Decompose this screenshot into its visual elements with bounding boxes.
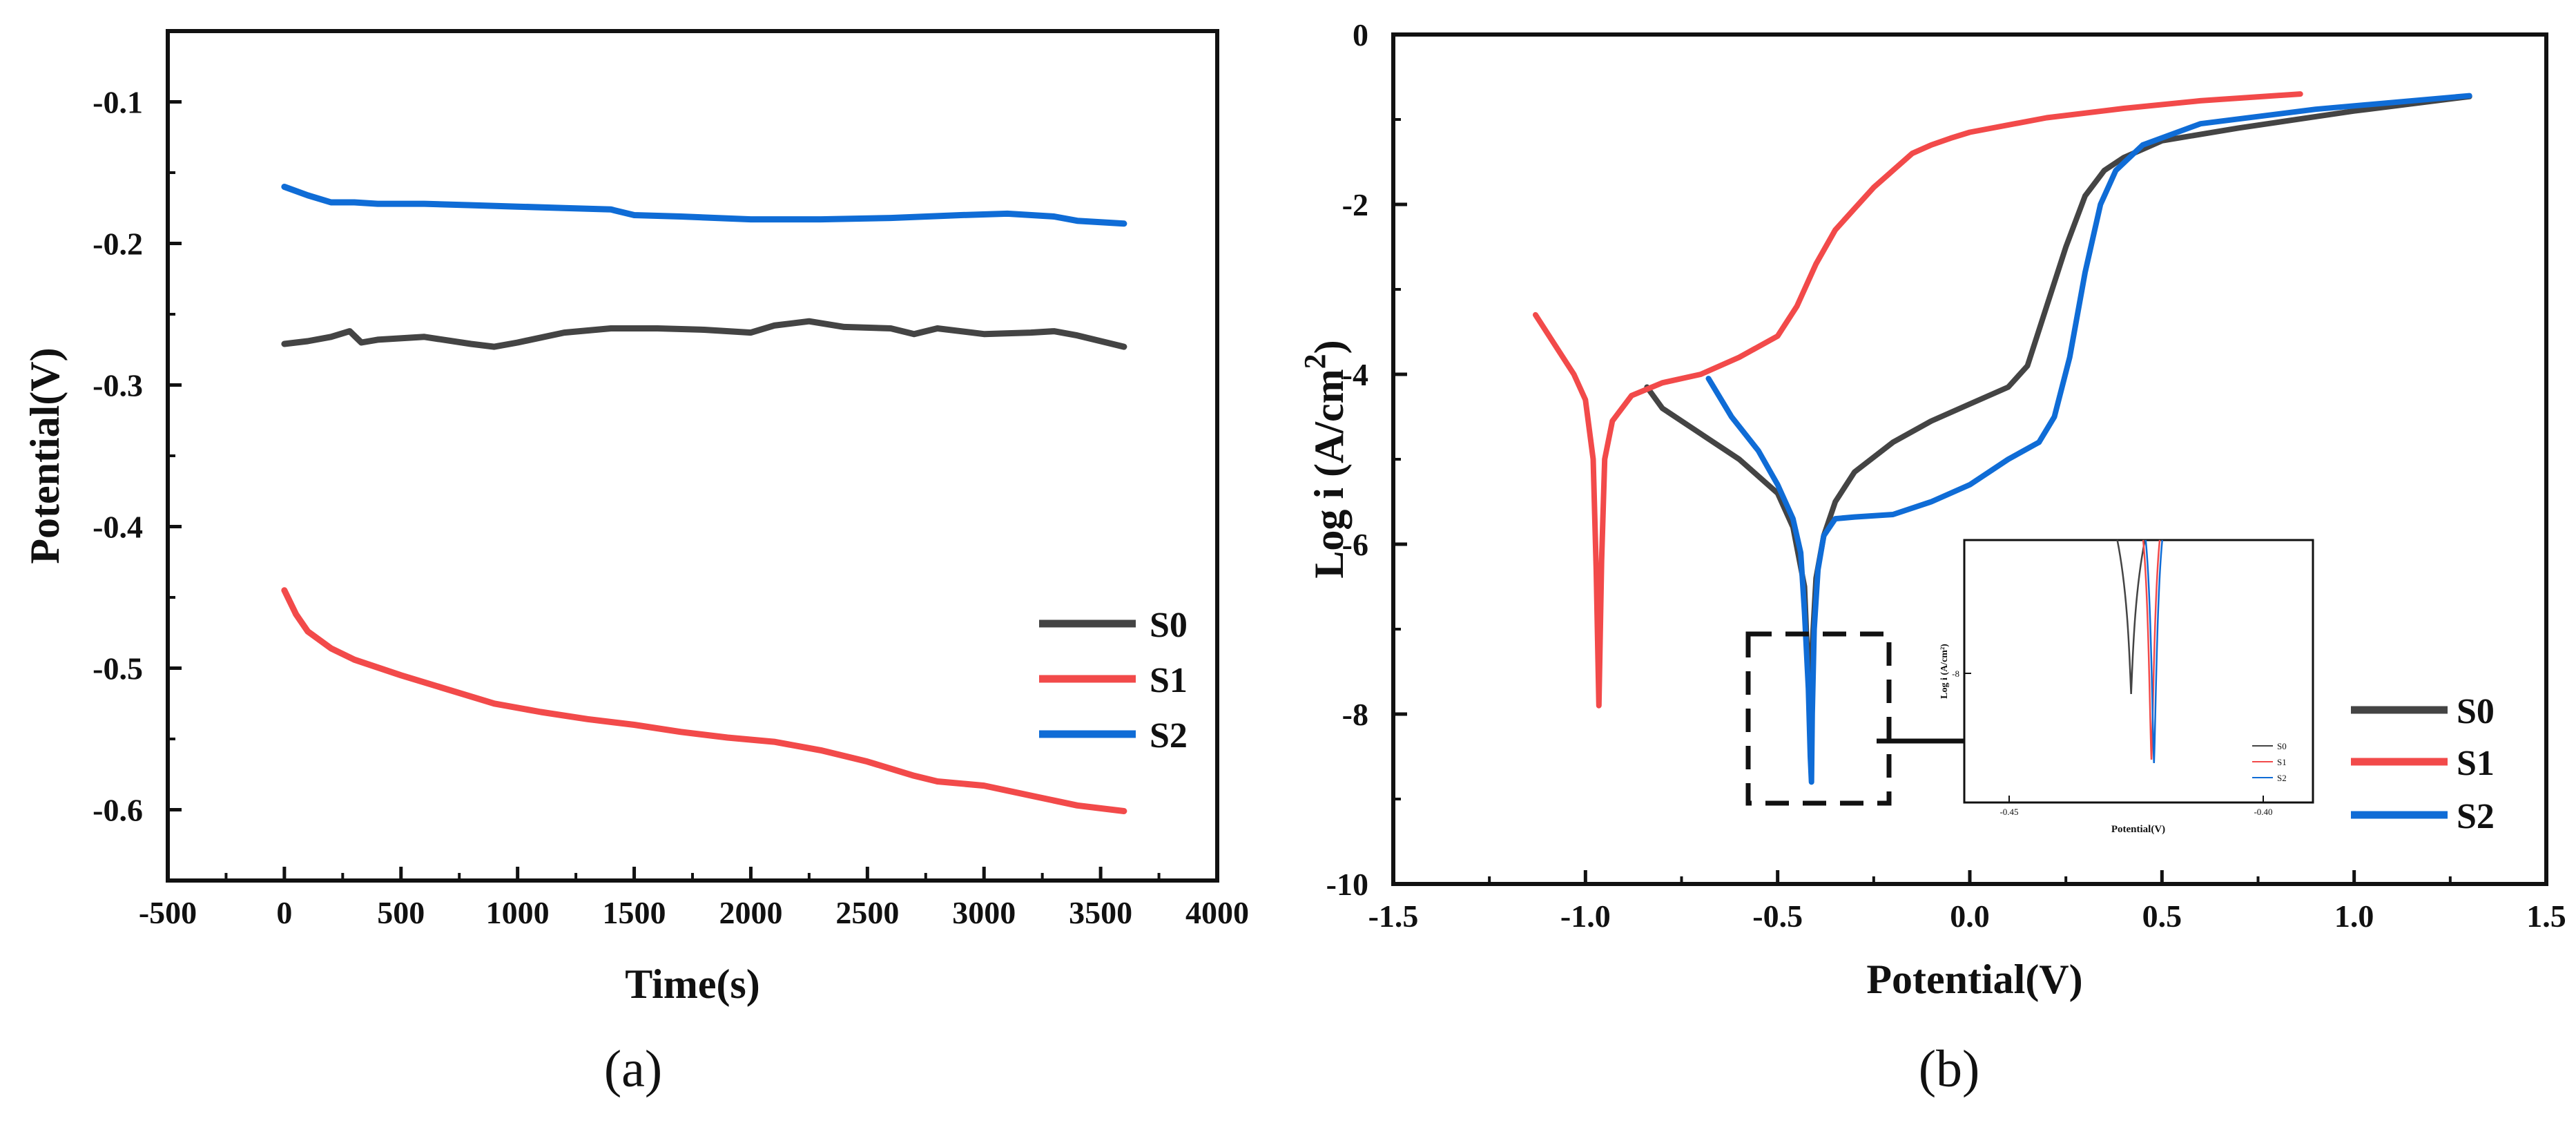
inset-legend-label-s1: S1 — [2277, 757, 2287, 767]
chart-a-legend-label-s1: S1 — [1150, 661, 1188, 700]
chart-a-x-tick-label: 4000 — [1185, 895, 1249, 930]
chart-a-y-tick-label: -0.5 — [93, 651, 143, 686]
chart-b-y-axis-title-sup: 2 — [1298, 354, 1332, 369]
chart-a: -500 0 500 1000 1500 2000 2500 3000 3500 4000 -0.… — [22, 29, 1249, 1098]
chart-a-x-ticks: -500 0 500 1000 1500 2000 2500 3000 3500 4000 — [139, 867, 1249, 930]
panel-label-a: (a) — [604, 1040, 662, 1098]
inset-x-tick-label-1: -0.40 — [2254, 807, 2272, 817]
chart-b: -1.5 -1.0 -0.5 0.0 0.5 1.0 1.5 0 -2 -4 -6 -8 -10 Po… — [1298, 17, 2566, 1098]
chart-a-x-tick-label: 1000 — [486, 895, 550, 930]
chart-a-x-tick-label: 1500 — [603, 895, 666, 930]
chart-b-x-tick-label: 0.0 — [1950, 898, 1990, 934]
chart-b-line-s1 — [1533, 91, 2303, 709]
chart-a-line-s0 — [281, 318, 1127, 350]
chart-b-y-axis-title-main: Log i (A/cm — [1306, 369, 1352, 578]
chart-b-y-axis-title: Log i (A/cm2) — [1298, 340, 1352, 578]
chart-b-legend-label-s0: S0 — [2457, 692, 2495, 731]
inset-legend-label-s2: S2 — [2277, 773, 2287, 783]
chart-a-x-tick-label: 3000 — [952, 895, 1016, 930]
chart-b-legend-label-s1: S1 — [2457, 744, 2495, 783]
chart-a-legend-label-s2: S2 — [1150, 716, 1188, 756]
inset-x-tick-label-0: -0.45 — [1999, 807, 2018, 817]
chart-a-y-axis-title: Potential(V) — [22, 347, 68, 564]
chart-b-x-ticks: -1.5 -1.0 -0.5 0.0 0.5 1.0 1.5 — [1368, 870, 2566, 934]
inset-x-axis-title: Potential(V) — [2111, 824, 2165, 835]
chart-b-y-tick-label: -6 — [1342, 527, 1368, 562]
chart-b-line-s0 — [1644, 93, 2472, 742]
chart-a-x-tick-label: -500 — [139, 895, 197, 930]
chart-a-y-tick-label: -0.3 — [93, 368, 143, 403]
chart-b-series — [1533, 91, 2472, 785]
chart-a-x-tick-label: 3500 — [1069, 895, 1132, 930]
inset-chart: -0.45 -0.40 -8 Potential(V) Log i (A/cm²… — [1939, 539, 2314, 835]
inset-legend: S0 S1 S2 — [2252, 741, 2287, 783]
chart-a-y-tick-label: -0.4 — [93, 510, 143, 545]
chart-b-y-axis-title-end: ) — [1306, 340, 1352, 354]
chart-a-y-tick-label: -0.6 — [93, 793, 143, 828]
inset-line-s2 — [2144, 539, 2164, 764]
chart-a-x-tick-label: 2000 — [719, 895, 782, 930]
chart-b-x-tick-label: -0.5 — [1752, 898, 1803, 934]
chart-a-legend: S0 S1 S2 — [1039, 606, 1188, 756]
inset-y-axis-title: Log i (A/cm²) — [1939, 644, 1950, 699]
chart-a-line-s1 — [281, 587, 1127, 814]
chart-a-x-axis-title: Time(s) — [625, 961, 760, 1007]
chart-b-x-tick-label: 0.5 — [2142, 898, 2182, 934]
chart-b-y-tick-label: 0 — [1353, 17, 1368, 52]
zoom-region-box — [1745, 631, 1892, 806]
chart-a-series — [281, 184, 1127, 814]
chart-b-y-tick-label: -10 — [1326, 867, 1368, 902]
chart-a-frame — [166, 29, 1219, 883]
inset-line-s0 — [2116, 539, 2146, 695]
inset-line-s1 — [2142, 539, 2161, 760]
chart-a-y-tick-label: -0.2 — [93, 227, 143, 262]
chart-b-y-tick-label: -4 — [1342, 357, 1368, 392]
chart-a-x-tick-label: 2500 — [835, 895, 899, 930]
chart-b-legend-label-s2: S2 — [2457, 797, 2495, 836]
chart-a-y-ticks: -0.1 -0.2 -0.3 -0.4 -0.5 -0.6 — [93, 85, 182, 882]
chart-b-y-tick-label: -2 — [1342, 187, 1368, 222]
inset-legend-label-s0: S0 — [2277, 741, 2287, 751]
chart-b-y-tick-label: -8 — [1342, 697, 1368, 732]
chart-b-x-tick-label: -1.0 — [1560, 898, 1611, 934]
chart-b-y-ticks: 0 -2 -4 -6 -8 -10 — [1326, 17, 1407, 902]
chart-b-x-tick-label: -1.5 — [1368, 898, 1419, 934]
chart-a-legend-label-s0: S0 — [1150, 606, 1188, 645]
chart-a-y-tick-label: -0.1 — [93, 85, 143, 120]
panel-label-b: (b) — [1919, 1040, 1980, 1098]
chart-a-x-tick-label: 0 — [276, 895, 292, 930]
inset-series — [2116, 539, 2164, 764]
chart-b-x-axis-title: Potential(V) — [1866, 956, 2082, 1002]
chart-b-x-tick-label: 1.5 — [2526, 898, 2566, 934]
inset-y-tick-label-0: -8 — [1952, 669, 1959, 679]
chart-a-line-s2 — [281, 184, 1127, 227]
chart-b-line-s2 — [1705, 93, 2472, 785]
chart-b-legend: S0 S1 S2 — [2351, 692, 2495, 836]
chart-b-x-tick-label: 1.0 — [2334, 898, 2374, 934]
chart-a-x-tick-label: 500 — [377, 895, 425, 930]
